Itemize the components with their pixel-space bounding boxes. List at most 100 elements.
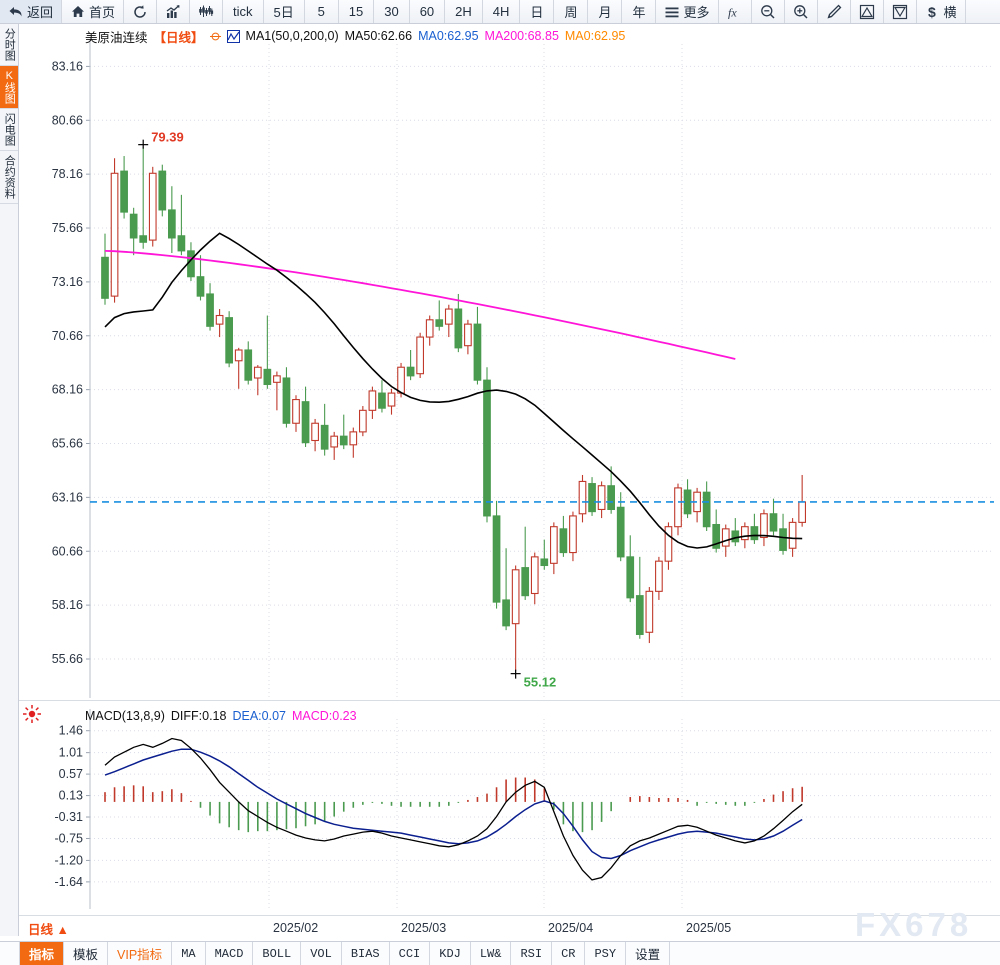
sun-settings-icon[interactable] [22,704,44,726]
candle [731,518,740,547]
candle [626,535,635,603]
candle [616,492,625,562]
candle [406,349,415,381]
hamburger-icon [664,4,680,20]
ma200-value: MA200:68.85 [484,29,559,43]
indicator-tab-模板[interactable]: 模板 [64,942,109,965]
indicator-tab-VOL[interactable]: VOL [301,942,342,965]
dollar-button[interactable]: $ 横 [917,0,966,23]
timeframe-tick[interactable]: tick [223,0,264,23]
indicator-tab-RSI[interactable]: RSI [511,942,553,965]
candle [645,587,654,644]
indicator-tab-BIAS[interactable]: BIAS [342,942,390,965]
timeframe-30[interactable]: 30 [374,0,410,23]
period-toggle[interactable]: 日线 ▲ [28,923,69,937]
tabbar-spacer [670,942,1000,965]
timeframe-年[interactable]: 年 [622,0,657,23]
y-axis-tick: 70.66 [52,329,83,343]
candle [607,466,615,514]
refresh-button[interactable] [124,0,158,23]
high-price-annotation: 79.39 [151,130,184,145]
candle [206,283,214,331]
indicator-tab-MA[interactable]: MA [172,942,206,965]
candle [502,548,510,631]
indicator-tab-KDJ[interactable]: KDJ [430,942,471,965]
candle [530,552,539,605]
candle [339,414,348,450]
candle [483,367,491,523]
candlestick-plot[interactable]: 83.16 80.66 78.16 75.66 73.16 70.66 68.16 65.66… [19,24,1000,699]
macd-chart-header: MACD(13,8,9) DIFF:0.18 DEA:0.07 MACD:0.2… [85,707,357,725]
indicator-tab-指标[interactable]: 指标 [19,942,65,965]
triangle-up-button[interactable] [851,0,884,23]
sidebar-item-1[interactable]: K线图 [0,66,18,109]
ma-params: MA1(50,0,200,0) [245,29,339,43]
triangle-down-button[interactable] [884,0,917,23]
timeframe-5日[interactable]: 5日 [264,0,305,23]
indicator-tab-CR[interactable]: CR [552,942,586,965]
candle [378,380,386,413]
ma0-value-b: MA0:62.95 [564,29,626,43]
sidebar-item-2[interactable]: 闪电图 [0,109,18,151]
indicator-tab-label: MA [181,946,196,961]
indicator-tab-PSY[interactable]: PSY [585,942,627,965]
indicator-tab-label: PSY [594,946,617,961]
indicator-tab-设置[interactable]: 设置 [626,942,671,965]
macd-plot[interactable]: 1.46 1.01 0.57 0.13 -0.31 -0.75 -1.20 -1.64 [19,701,1000,916]
timeframe-5[interactable]: 5 [305,0,339,23]
period-label: 【日线】 [153,30,204,45]
candle [473,306,482,385]
candle [425,315,434,346]
candle [702,481,711,532]
indicator-tab-CCI[interactable]: CCI [390,942,431,965]
indicator-tab-BOLL[interactable]: BOLL [253,942,302,965]
macd-y-axis-tick: -1.20 [55,853,84,867]
indicator-tab-LW[interactable]: LW& [471,942,512,965]
ma-indicator-icon[interactable] [226,29,240,43]
candle [358,406,367,437]
candle [263,315,272,389]
timeframe-4H[interactable]: 4H [483,0,521,23]
macd-indicator-panel[interactable]: 1.46 1.01 0.57 0.13 -0.31 -0.75 -1.20 -1.64 MAC… [19,700,1000,916]
candle [292,395,300,432]
hamburger-button[interactable]: 更多 [656,0,719,23]
pencil-button[interactable] [818,0,851,23]
sidebar-item-label: 合约资料 [3,155,16,199]
bar-chart-button[interactable] [157,0,191,23]
timeframe-2H[interactable]: 2H [445,0,483,23]
back-arrow-button[interactable]: 返回 [0,0,63,23]
sidebar-item-0[interactable]: 分时图 [0,24,18,66]
toolbar-item-label: 60 [419,4,435,19]
candlestick-button[interactable] [190,0,224,23]
timeframe-60[interactable]: 60 [410,0,446,23]
timeframe-15[interactable]: 15 [339,0,375,23]
indicator-tab-label: 设置 [635,948,661,962]
candle [301,386,310,447]
indicator-tab-VIP指标[interactable]: VIP指标 [108,942,173,965]
zoom-in-button[interactable] [785,0,818,23]
indicator-tab-label: CCI [398,946,421,961]
price-chart-panel[interactable]: 83.16 80.66 78.16 75.66 73.16 70.66 68.16 65.66… [19,24,1000,699]
sidebar-item-3[interactable]: 合约资料 [0,151,18,204]
indicator-tab-label: LW& [479,946,502,961]
indicator-tab-label: RSI [520,946,543,961]
function-fx-button[interactable]: fx [719,0,752,23]
indicator-tab-MACD[interactable]: MACD [206,942,254,965]
watermark: FX678 [855,906,973,943]
timeframe-日[interactable]: 日 [520,0,555,23]
toolbar-item-label: 15 [348,4,364,19]
candle [273,371,281,411]
candle [740,522,749,549]
indicator-tab-label: CR [561,946,576,961]
candle [569,511,577,562]
timeframe-月[interactable]: 月 [588,0,623,23]
candle [101,233,109,305]
crosshair-icon[interactable] [209,31,221,42]
candle [492,500,501,609]
zoom-out-button[interactable] [752,0,785,23]
indicator-tab-label: MACD [214,946,244,961]
home-button[interactable]: 首页 [62,0,125,23]
macd-y-axis-tick: 1.01 [59,746,83,760]
timeframe-周[interactable]: 周 [554,0,589,23]
sidebar-item-label: K线图 [3,70,16,104]
